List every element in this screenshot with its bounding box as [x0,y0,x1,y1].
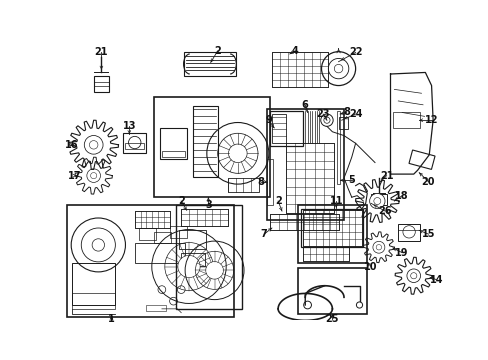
Bar [192,106,217,177]
Text: 8: 8 [342,108,349,117]
Circle shape [228,144,246,163]
Bar [154,97,270,197]
Bar [271,114,285,143]
Bar [169,226,186,238]
Text: 21: 21 [95,48,108,58]
Text: 3: 3 [204,200,211,210]
Bar [302,247,349,261]
Text: 11: 11 [329,196,342,206]
Circle shape [372,241,384,253]
Text: 8: 8 [257,177,264,187]
Circle shape [178,255,200,278]
Bar [162,151,185,157]
Circle shape [92,239,104,251]
Text: 25: 25 [325,314,339,324]
Text: 5: 5 [347,175,354,185]
Bar [181,209,227,226]
Text: 4: 4 [291,46,298,56]
Bar [125,143,144,149]
Bar [270,214,338,230]
Bar [72,293,114,309]
Text: 13: 13 [122,121,136,131]
Circle shape [87,169,101,183]
Text: 2: 2 [274,196,281,206]
Bar [301,209,363,247]
Bar [135,211,169,228]
Text: 1: 1 [108,314,115,324]
Text: 20: 20 [421,177,434,187]
Bar [135,243,185,263]
Bar [146,305,165,311]
Circle shape [334,64,342,73]
Text: 17: 17 [68,171,81,181]
Bar [266,159,272,205]
Bar [67,205,233,316]
Text: 7: 7 [260,229,267,239]
Bar [176,205,241,309]
Bar [160,128,187,159]
Bar [138,228,155,239]
Bar [227,178,258,192]
Bar [154,232,171,243]
Bar [397,224,419,241]
Bar [285,143,333,213]
Bar [392,112,419,128]
Circle shape [369,193,384,209]
Bar [302,210,361,246]
Text: 14: 14 [428,275,442,285]
Text: 24: 24 [348,109,362,119]
Bar [94,76,109,93]
Bar [266,109,343,220]
Text: 18: 18 [394,191,408,201]
Text: 23: 23 [316,109,329,119]
Bar [370,194,386,205]
Bar [183,53,236,76]
Text: 16: 16 [65,140,79,150]
Circle shape [84,135,103,154]
Bar [72,263,114,305]
Text: 2: 2 [214,46,221,56]
Text: 12: 12 [424,115,437,125]
Text: 2: 2 [178,196,184,206]
Text: 6: 6 [301,100,308,110]
Text: 21: 21 [379,171,392,181]
Bar [297,205,366,263]
Text: 22: 22 [348,48,362,58]
Bar [179,230,205,249]
Bar [181,253,204,266]
Text: 26: 26 [378,206,391,216]
Bar [270,111,302,145]
Bar [123,132,146,153]
Bar [336,111,340,184]
Circle shape [406,269,420,283]
Bar [271,53,327,87]
Text: 19: 19 [395,248,408,258]
Text: 9: 9 [265,115,272,125]
Bar [338,117,347,130]
Text: 15: 15 [421,229,434,239]
Bar [297,268,366,314]
Text: 10: 10 [364,261,377,271]
Circle shape [205,262,223,279]
